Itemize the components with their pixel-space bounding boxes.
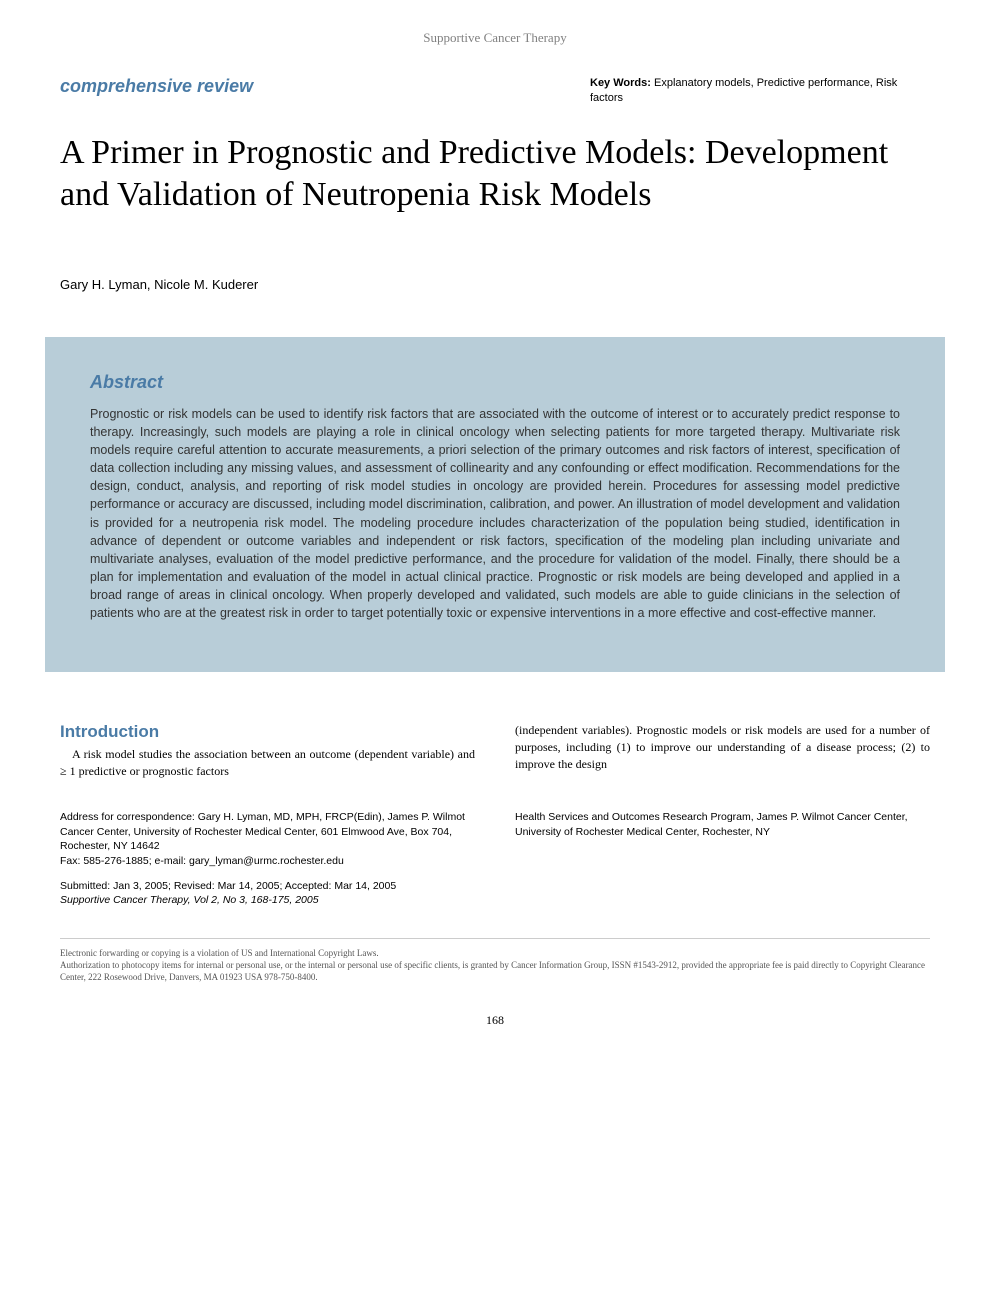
citation: Supportive Cancer Therapy, Vol 2, No 3, … [60,894,319,906]
authors: Gary H. Lyman, Nicole M. Kuderer [60,277,930,292]
keywords-block: Key Words: Explanatory models, Predictiv… [590,76,930,107]
journal-header: Supportive Cancer Therapy [60,30,930,46]
page-number: 168 [60,1013,930,1028]
copyright-line2: Authorization to photocopy items for int… [60,959,930,983]
keywords-label: Key Words: [590,77,651,89]
correspondence-address: Address for correspondence: Gary H. Lyma… [60,811,465,852]
article-title: A Primer in Prognostic and Predictive Mo… [60,132,930,217]
introduction-text-left: A risk model studies the association bet… [60,746,475,780]
body-columns: Introduction A risk model studies the as… [60,722,930,780]
copyright-line1: Electronic forwarding or copying is a vi… [60,947,930,959]
abstract-heading: Abstract [90,372,900,393]
footer-columns: Address for correspondence: Gary H. Lyma… [60,810,930,918]
column-left: Introduction A risk model studies the as… [60,722,475,780]
footer-right: Health Services and Outcomes Research Pr… [515,810,930,918]
affiliation: Health Services and Outcomes Research Pr… [515,810,930,839]
review-type-label: comprehensive review [60,76,253,107]
column-right: (independent variables). Prognostic mode… [515,722,930,780]
copyright-block: Electronic forwarding or copying is a vi… [60,938,930,983]
header-row: comprehensive review Key Words: Explanat… [60,76,930,107]
footer-left: Address for correspondence: Gary H. Lyma… [60,810,475,918]
correspondence-contact: Fax: 585-276-1885; e-mail: gary_lyman@ur… [60,855,344,867]
introduction-text-right: (independent variables). Prognostic mode… [515,722,930,772]
abstract-box: Abstract Prognostic or risk models can b… [45,337,945,673]
submitted-dates: Submitted: Jan 3, 2005; Revised: Mar 14,… [60,880,396,892]
introduction-heading: Introduction [60,722,475,742]
abstract-text: Prognostic or risk models can be used to… [90,405,900,623]
